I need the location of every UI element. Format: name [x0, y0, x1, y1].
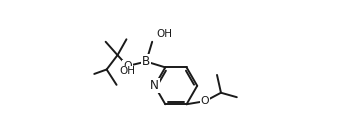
- Text: O: O: [123, 61, 132, 71]
- Text: O: O: [201, 96, 210, 106]
- Text: OH: OH: [120, 67, 136, 76]
- Text: OH: OH: [156, 29, 173, 39]
- Text: B: B: [142, 55, 150, 68]
- Text: N: N: [150, 79, 159, 92]
